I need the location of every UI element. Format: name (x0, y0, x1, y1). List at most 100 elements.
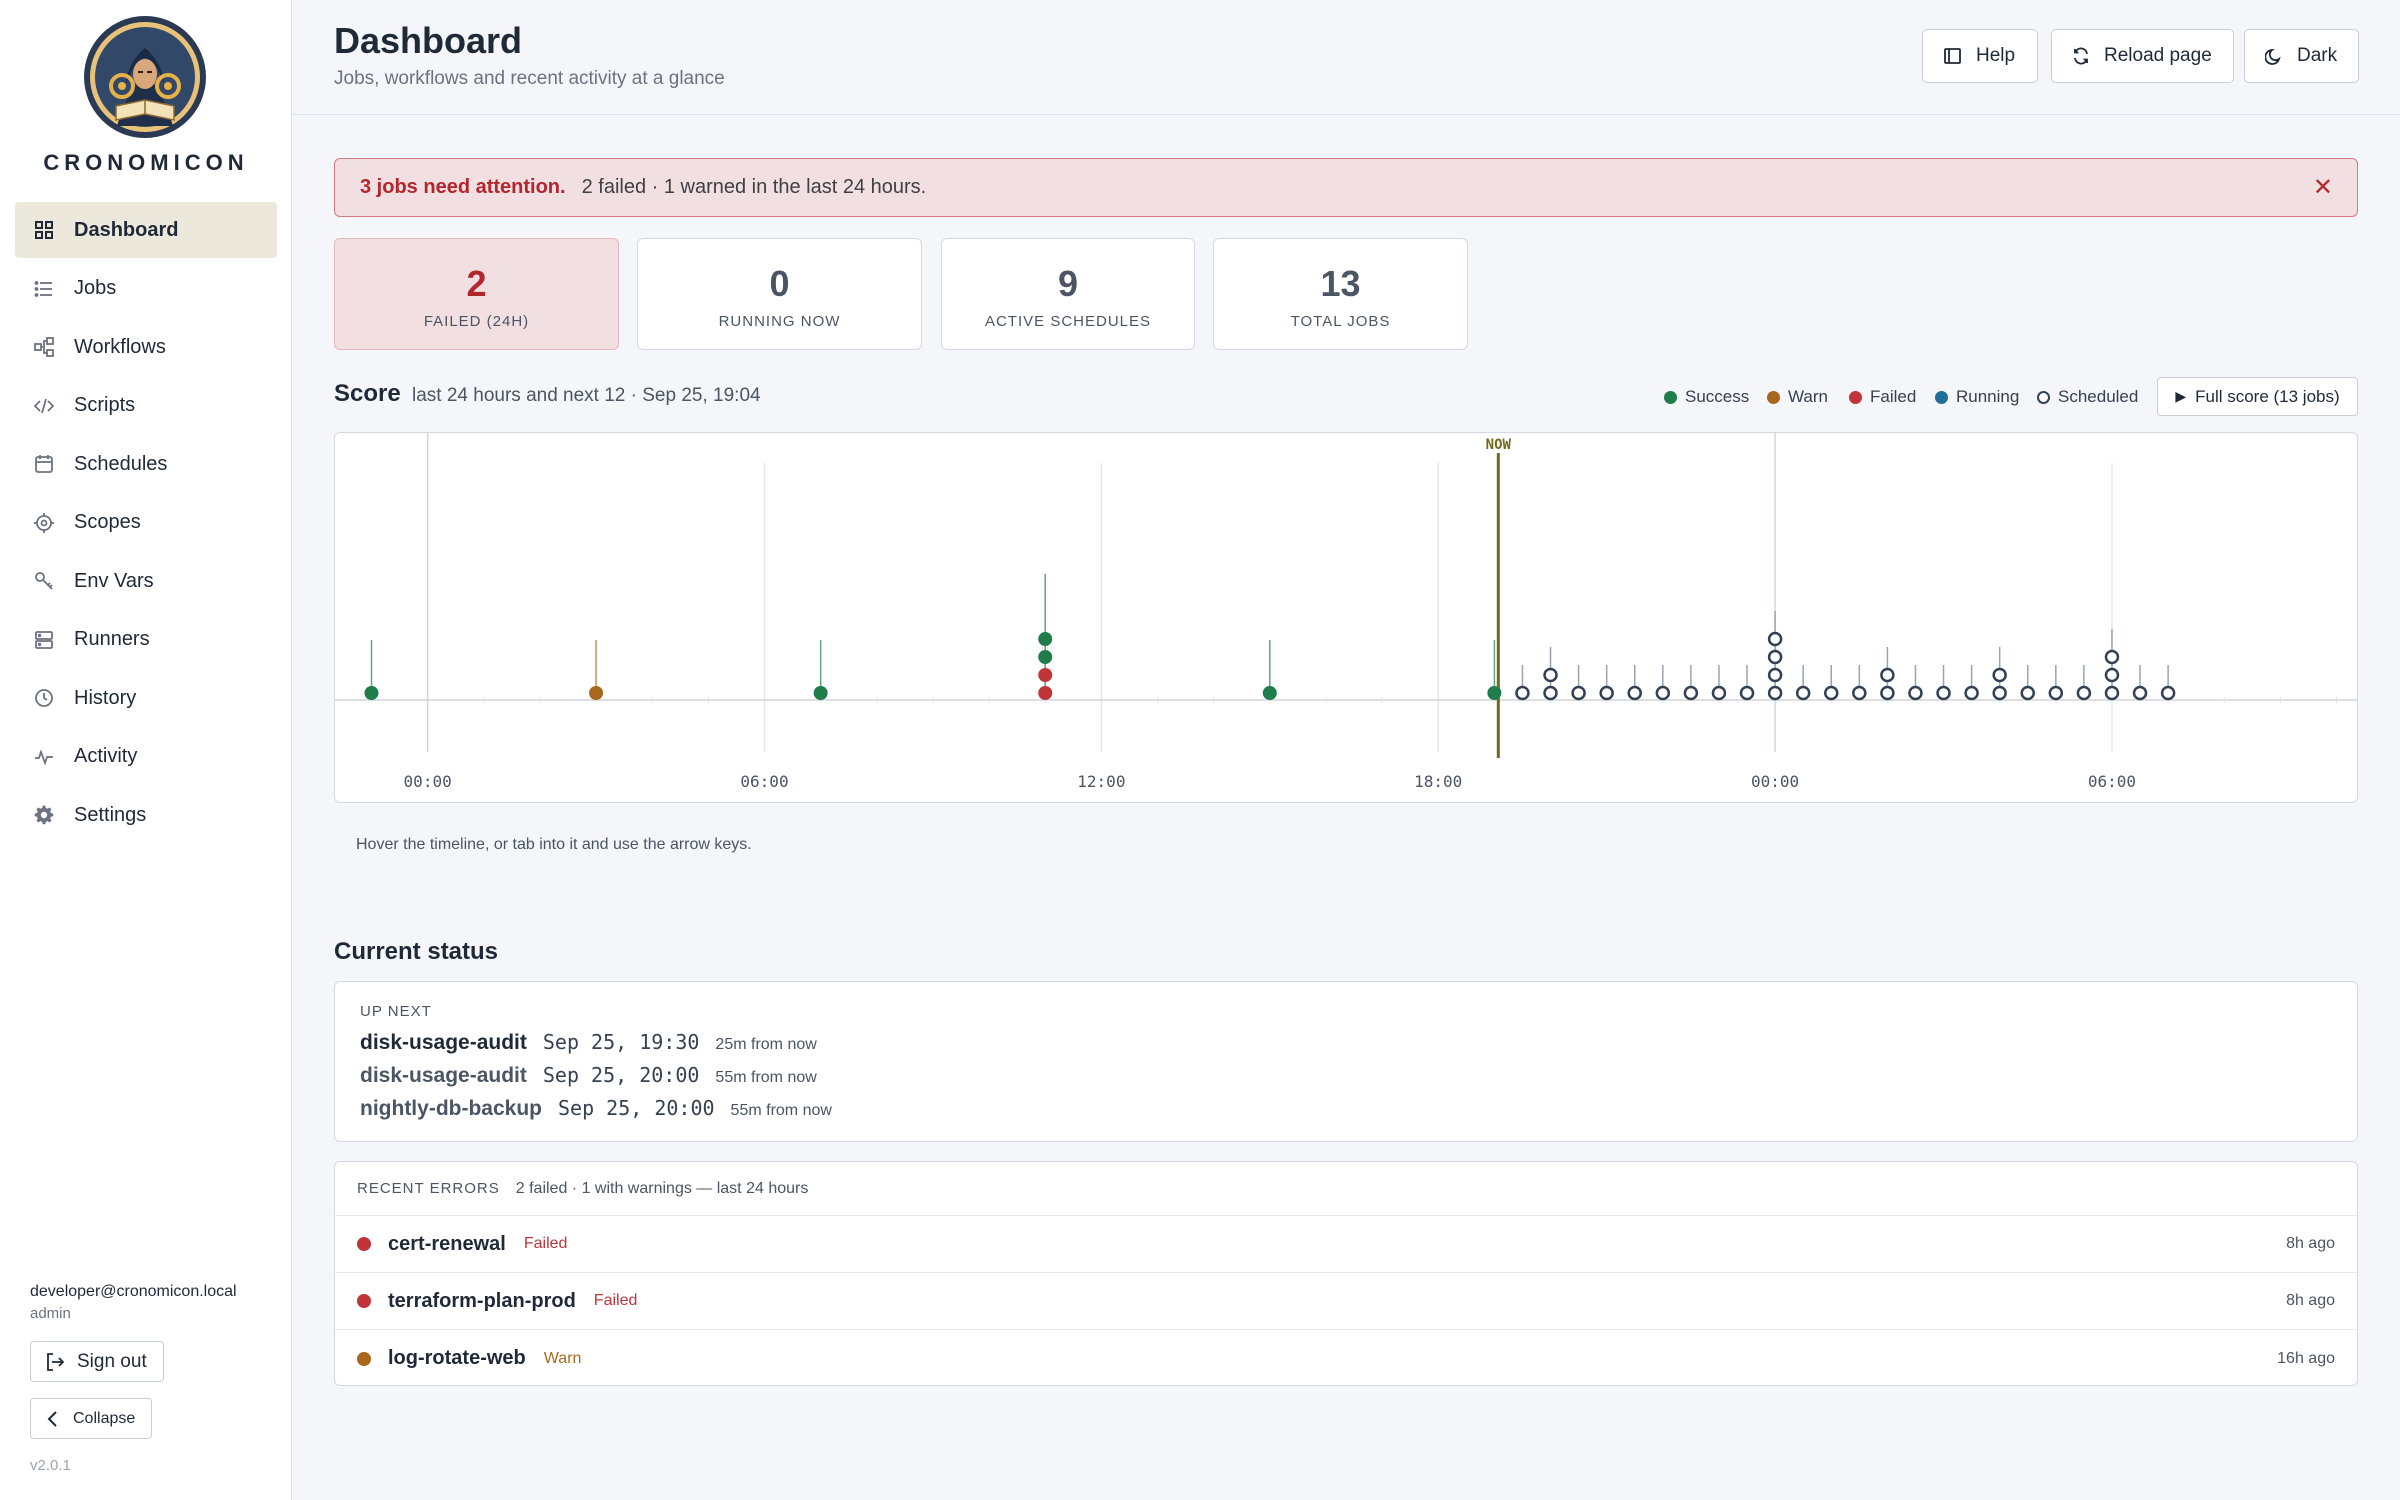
failed-dot-icon (357, 1237, 371, 1251)
stat-label: TOTAL JOBS (1290, 313, 1391, 330)
up-next-item[interactable]: disk-usage-audit Sep 25, 20:00 55m from … (360, 1063, 817, 1088)
sidebar-item-label: Runners (74, 628, 150, 650)
stat-running-card[interactable]: 0 RUNNING NOW (637, 238, 922, 350)
current-status-title: Current status (334, 938, 499, 965)
up-next-job-name[interactable]: disk-usage-audit (360, 1064, 527, 1087)
scheduled-dot (1543, 685, 1558, 701)
run-dot-success (1038, 632, 1053, 646)
dashboard-grid-icon (33, 219, 55, 241)
version: v2.0.1 (30, 1457, 71, 1474)
sign-out-button[interactable]: Sign out (30, 1341, 164, 1382)
error-job-name[interactable]: terraform-plan-prod (388, 1289, 576, 1312)
scheduled-dot (1655, 685, 1671, 701)
recent-errors-label: RECENT ERRORS (357, 1180, 500, 1197)
theme-label: Dark (2297, 45, 2338, 66)
scheduled-dot (2020, 685, 2035, 701)
sidebar-item-settings[interactable]: Settings (15, 787, 277, 843)
warn-dot-icon (1767, 390, 1780, 404)
sidebar-item-dashboard[interactable]: Dashboard (15, 202, 277, 258)
scheduled-dot (1795, 685, 1811, 701)
score-subtitle: last 24 hours and next 12 · Sep 25, 19:0… (412, 385, 761, 406)
error-row[interactable]: cert-renewal Failed 8h ago (335, 1216, 2357, 1273)
close-icon[interactable]: ✕ (2312, 174, 2333, 201)
dark-mode-toggle[interactable]: Dark (2244, 29, 2359, 83)
scheduled-dot-icon (2037, 390, 2050, 404)
up-next-time: Sep 25, 20:00 (542, 1063, 700, 1087)
page-title: Dashboard (334, 20, 523, 61)
running-dot-icon (1935, 390, 1948, 404)
up-next-item[interactable]: nightly-db-backup Sep 25, 20:00 55m from… (360, 1096, 832, 1121)
scheduled-dot (1852, 685, 1867, 701)
reload-page-button[interactable]: Reload page (2051, 29, 2234, 83)
alert-title: 3 jobs need attention. (360, 176, 566, 198)
sidebar-item-label: Jobs (74, 277, 117, 299)
scheduled-dot (1992, 685, 2007, 701)
scheduled-dot (1936, 685, 1951, 701)
help-button[interactable]: Help (1922, 29, 2038, 83)
sign-out-icon (47, 1352, 65, 1371)
recent-errors-card: RECENT ERRORS 2 failed · 1 with warnings… (334, 1161, 2358, 1386)
run-dot-success (364, 686, 379, 700)
scheduled-dot (1627, 685, 1642, 701)
up-next-job-name[interactable]: disk-usage-audit (360, 1031, 527, 1054)
legend-label: Failed (1870, 387, 1917, 406)
code-icon (33, 395, 55, 417)
run-dot-failed (1038, 668, 1053, 682)
sidebar-item-scripts[interactable]: Scripts (15, 378, 277, 434)
scheduled-dot (2076, 685, 2092, 701)
tick-label: 00:00 (1751, 772, 1799, 791)
error-time-ago: 8h ago (2286, 1235, 2335, 1252)
stat-label: FAILED (24H) (423, 313, 530, 330)
up-next-relative: 55m from now (730, 1102, 832, 1119)
sidebar-item-label: Activity (74, 745, 138, 767)
scheduled-dot (1823, 685, 1839, 701)
scheduled-dot (1683, 685, 1699, 701)
scheduled-dot (1767, 649, 1783, 665)
stat-value: 9 (1057, 263, 1079, 304)
stat-total-card[interactable]: 13 TOTAL JOBS (1213, 238, 1468, 350)
tick-label: 06:00 (2088, 772, 2136, 791)
run-dot-success (1262, 686, 1277, 700)
run-dot-success (1487, 686, 1502, 700)
attention-alert: 3 jobs need attention. 2 failed · 1 warn… (334, 158, 2358, 217)
warn-dot-icon (357, 1351, 371, 1366)
alert-text: 2 failed · 1 warned in the last 24 hours… (581, 176, 927, 198)
stat-value: 13 (1320, 263, 1361, 304)
tick-label: 18:00 (1414, 772, 1462, 791)
calendar-icon (33, 453, 55, 475)
sidebar-item-scopes[interactable]: Scopes (15, 495, 277, 551)
scheduled-dot (2104, 685, 2120, 701)
sign-out-label: Sign out (77, 1350, 147, 1372)
sidebar-item-jobs[interactable]: Jobs (15, 261, 277, 317)
sidebar-item-runners[interactable]: Runners (15, 612, 277, 668)
error-status: Failed (593, 1292, 638, 1309)
sidebar-item-workflows[interactable]: Workflows (15, 319, 277, 375)
stat-schedules-card[interactable]: 9 ACTIVE SCHEDULES (941, 238, 1195, 350)
sidebar-item-env-vars[interactable]: Env Vars (15, 553, 277, 609)
scheduled-dot (1908, 685, 1923, 701)
up-next-time: Sep 25, 19:30 (542, 1030, 700, 1054)
sidebar-item-label: Dashboard (74, 218, 179, 241)
recent-errors-header: RECENT ERRORS 2 failed · 1 with warnings… (335, 1162, 2357, 1216)
scheduled-dot (1571, 685, 1586, 701)
error-row[interactable]: log-rotate-web Warn 16h ago (335, 1330, 2357, 1387)
error-time-ago: 8h ago (2286, 1292, 2335, 1309)
error-job-name[interactable]: log-rotate-web (388, 1347, 526, 1369)
sidebar-item-label: Env Vars (74, 569, 154, 592)
now-label: NOW (1486, 437, 1512, 453)
collapse-button[interactable]: Collapse (30, 1398, 153, 1439)
up-next-relative: 55m from now (715, 1069, 817, 1086)
up-next-item[interactable]: disk-usage-audit Sep 25, 19:30 25m from … (360, 1030, 817, 1055)
sidebar-item-label: Workflows (74, 335, 166, 358)
sidebar-item-activity[interactable]: Activity (15, 729, 277, 785)
up-next-job-name[interactable]: nightly-db-backup (360, 1097, 542, 1120)
error-job-name[interactable]: cert-renewal (388, 1232, 506, 1255)
stat-failed-card[interactable]: 2 FAILED (24H) (334, 238, 619, 350)
sidebar-item-schedules[interactable]: Schedules (15, 436, 277, 492)
score-timeline[interactable]: 00:00 06:00 12:00 18:00 00:00 06:00 NOW (334, 432, 2358, 803)
legend-success: Success (1664, 387, 1749, 407)
sidebar-item-history[interactable]: History (15, 670, 277, 726)
error-row[interactable]: terraform-plan-prod Failed 8h ago (335, 1273, 2357, 1330)
full-score-button[interactable]: ▶ Full score (13 jobs) (2157, 377, 2358, 416)
run-dot-success (813, 686, 828, 700)
